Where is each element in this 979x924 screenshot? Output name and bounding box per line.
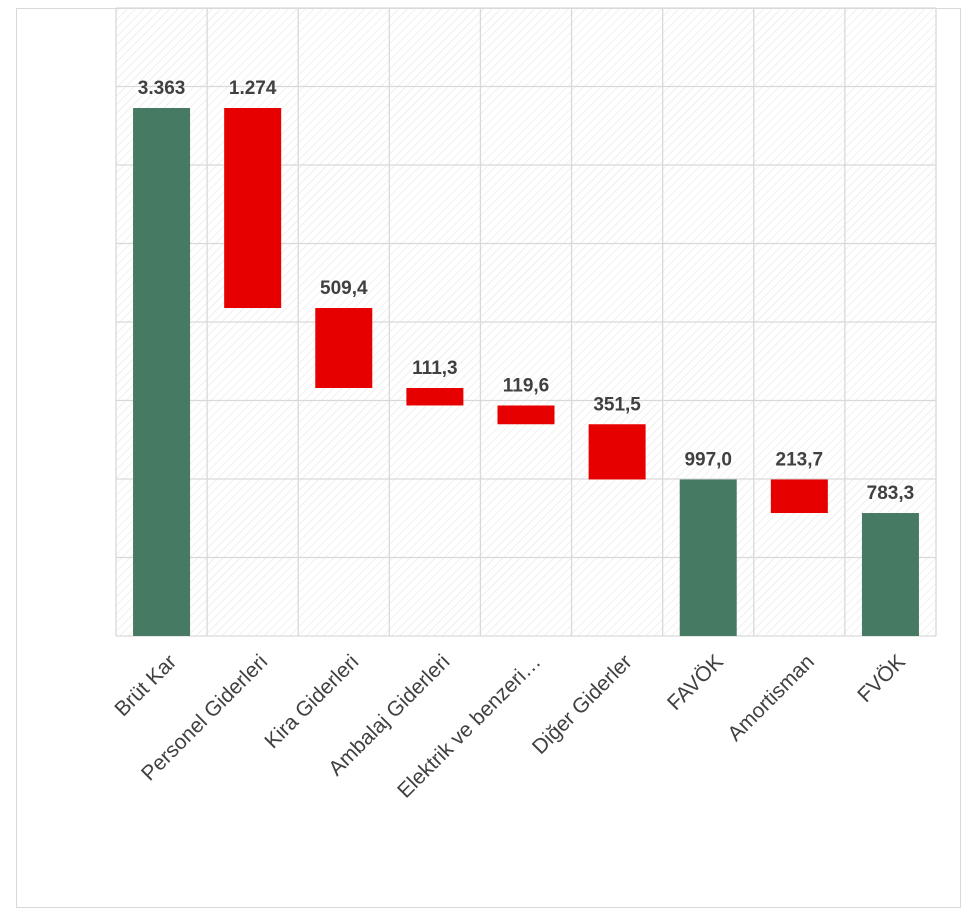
- data-label: 3.363: [138, 78, 186, 99]
- decrease-bar: [770, 479, 828, 514]
- data-label: 119,6: [503, 375, 550, 396]
- data-label: 509,4: [320, 278, 368, 299]
- category-label: Brüt Kar: [110, 650, 181, 721]
- bars: [133, 108, 919, 636]
- category-label: Kira Giderleri: [260, 650, 363, 753]
- data-label: 783,3: [867, 483, 915, 504]
- decrease-bar: [497, 405, 555, 425]
- decrease-bar: [588, 424, 646, 480]
- data-label: 1.274: [229, 78, 277, 99]
- data-label: 997,0: [684, 449, 732, 470]
- data-labels: 3.363 1.274 509,4 111,3 119,6 351,5 997,0 213,7…: [138, 78, 914, 504]
- data-label: 213,7: [776, 449, 824, 470]
- total-bar: [861, 513, 919, 636]
- decrease-bar: [315, 308, 373, 389]
- category-label: FAVÖK: [663, 650, 728, 715]
- total-bar: [679, 479, 737, 636]
- decrease-bar: [224, 108, 282, 309]
- category-label: FVÖK: [853, 650, 910, 707]
- data-label: 111,3: [412, 358, 457, 379]
- decrease-bar: [406, 388, 464, 406]
- category-label: Amortisman: [723, 650, 818, 745]
- data-label: 351,5: [593, 394, 641, 415]
- total-bar: [133, 108, 191, 636]
